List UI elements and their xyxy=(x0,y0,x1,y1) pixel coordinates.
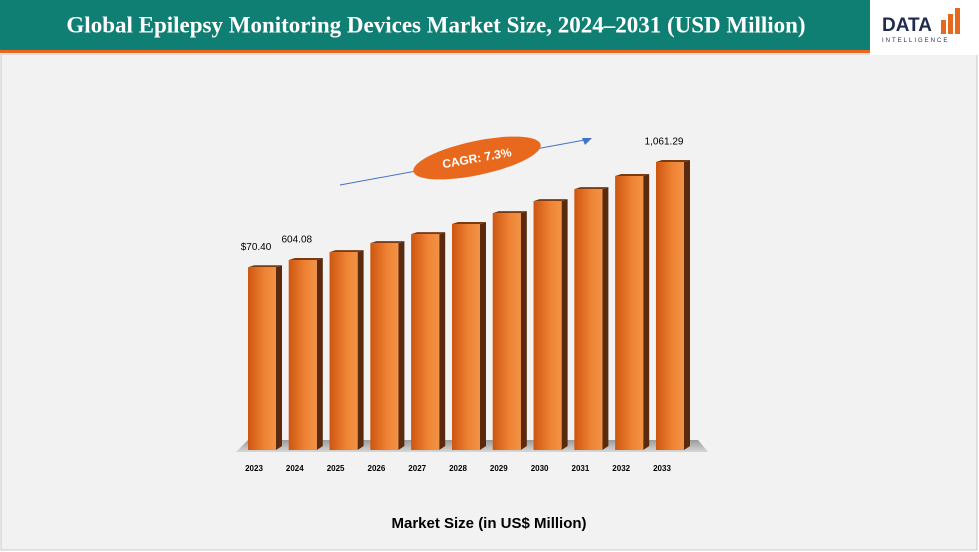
bar-shade xyxy=(533,201,562,450)
bar-shade xyxy=(248,267,276,450)
bar-top xyxy=(248,265,282,268)
x-tick-label: 2033 xyxy=(653,464,671,473)
x-axis-title: Market Size (in US$ Million) xyxy=(391,515,586,532)
bar-top xyxy=(615,174,650,177)
bar-shade xyxy=(452,224,480,450)
bar-side xyxy=(520,211,527,450)
bar-shade xyxy=(288,260,317,450)
bar-top xyxy=(452,222,486,225)
bar-shade xyxy=(492,213,521,450)
bar-side xyxy=(561,199,568,450)
bar-side xyxy=(316,258,323,450)
bar-top xyxy=(492,211,527,214)
logo-box xyxy=(870,0,979,55)
bar-top xyxy=(370,241,405,244)
logo-subtext: INTELLIGENCE xyxy=(882,38,949,44)
bar-side xyxy=(439,232,446,450)
value-label: $70.40 xyxy=(241,242,272,253)
x-tick-label: 2029 xyxy=(490,464,508,473)
logo-text: DATA xyxy=(882,15,932,36)
value-label: 604.08 xyxy=(282,235,313,246)
x-tick-label: 2032 xyxy=(612,464,630,473)
bar-side xyxy=(357,250,364,450)
logo-bar xyxy=(941,20,946,34)
plot-background xyxy=(0,53,978,551)
logo-bar xyxy=(948,14,953,34)
x-tick-label: 2028 xyxy=(449,464,467,473)
bar-shade xyxy=(574,189,603,450)
bar-top xyxy=(656,160,690,163)
bar-shade xyxy=(370,243,399,450)
bar-shade xyxy=(615,176,644,450)
bar-side xyxy=(684,160,690,450)
bar-top xyxy=(574,187,609,190)
cagr-arrowhead xyxy=(582,138,592,145)
bar-side xyxy=(480,222,486,450)
x-tick-label: 2024 xyxy=(286,464,304,473)
bar-top xyxy=(329,250,364,253)
bar-top xyxy=(411,232,446,235)
bar-side xyxy=(398,241,405,450)
x-tick-label: 2025 xyxy=(327,464,345,473)
bar-top xyxy=(288,258,323,261)
bar-shade xyxy=(411,234,440,450)
bar-side xyxy=(602,187,609,450)
title-banner xyxy=(0,0,870,50)
logo-bar xyxy=(955,8,960,34)
bar-shade xyxy=(656,162,684,450)
x-tick-label: 2023 xyxy=(245,464,263,473)
x-tick-label: 2030 xyxy=(531,464,549,473)
x-tick-label: 2027 xyxy=(408,464,426,473)
banner-stripe xyxy=(0,50,870,53)
chart-title: Global Epilepsy Monitoring Devices Marke… xyxy=(66,12,805,37)
value-label: 1,061.29 xyxy=(645,137,684,148)
bar-shade xyxy=(329,252,358,450)
x-tick-label: 2026 xyxy=(368,464,386,473)
bar-top xyxy=(533,199,568,202)
x-tick-label: 2031 xyxy=(572,464,590,473)
bar-side xyxy=(643,174,650,450)
bar-side xyxy=(276,265,282,450)
cagr-badge xyxy=(413,136,541,180)
